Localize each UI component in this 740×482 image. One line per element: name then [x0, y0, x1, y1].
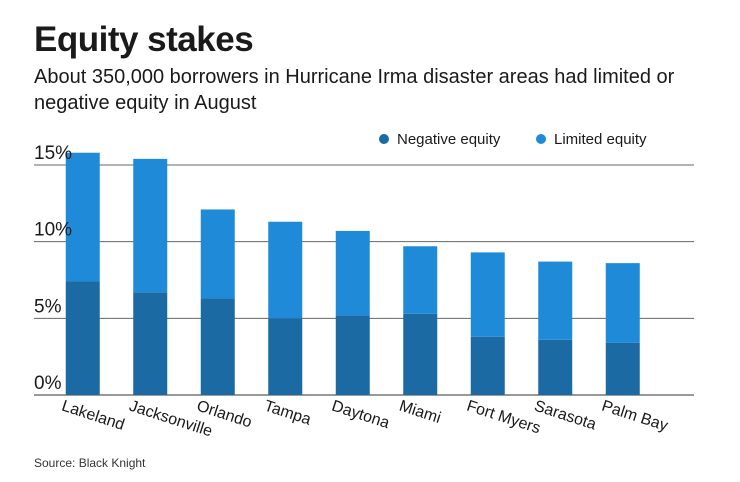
legend-swatch-limited: [536, 134, 546, 144]
y-tick-label: 10%: [34, 220, 72, 241]
bar-negative-equity: [403, 313, 438, 395]
chart-title: Equity stakes: [34, 20, 254, 59]
bar-limited-equity: [470, 252, 505, 337]
bar-limited-equity: [538, 261, 573, 340]
y-axis-ticks: 0% 5% 10% 15%: [34, 143, 72, 394]
legend-label-limited: Limited equity: [554, 131, 647, 148]
legend-label-negative: Negative equity: [397, 131, 501, 148]
bar-negative-equity: [335, 315, 370, 395]
legend: Negative equity Limited equity: [379, 131, 647, 148]
y-tick-label: 5%: [34, 296, 62, 317]
y-tick-label: 0%: [34, 373, 62, 394]
x-tick-label: Miami: [397, 398, 443, 427]
x-tick-label: Daytona: [330, 398, 392, 433]
bar-limited-equity: [403, 246, 438, 314]
bar-negative-equity: [268, 318, 303, 395]
bar-negative-equity: [470, 336, 505, 395]
bar-limited-equity: [200, 209, 235, 299]
legend-swatch-negative: [379, 134, 389, 144]
chart-subtitle: About 350,000 borrowers in Hurricane Irm…: [34, 66, 675, 114]
x-tick-label: Sarasota: [532, 398, 598, 434]
bar-negative-equity: [538, 339, 573, 395]
bar-negative-equity: [605, 342, 640, 395]
bar-negative-equity: [133, 292, 168, 395]
bar-limited-equity: [65, 152, 100, 282]
x-tick-label: Tampa: [262, 398, 313, 429]
y-tick-label: 15%: [34, 143, 72, 164]
bar-negative-equity: [65, 281, 100, 395]
bars: [65, 152, 640, 395]
x-tick-label: Palm Bay: [600, 398, 670, 435]
x-tick-label: Lakeland: [60, 398, 127, 434]
bar-limited-equity: [268, 221, 303, 319]
source-note: Source: Black Knight: [34, 456, 146, 470]
bar-limited-equity: [133, 158, 168, 293]
bar-limited-equity: [335, 230, 370, 316]
bar-limited-equity: [605, 263, 640, 343]
x-tick-label: Fort Myers: [465, 398, 543, 438]
bar-negative-equity: [200, 298, 235, 395]
